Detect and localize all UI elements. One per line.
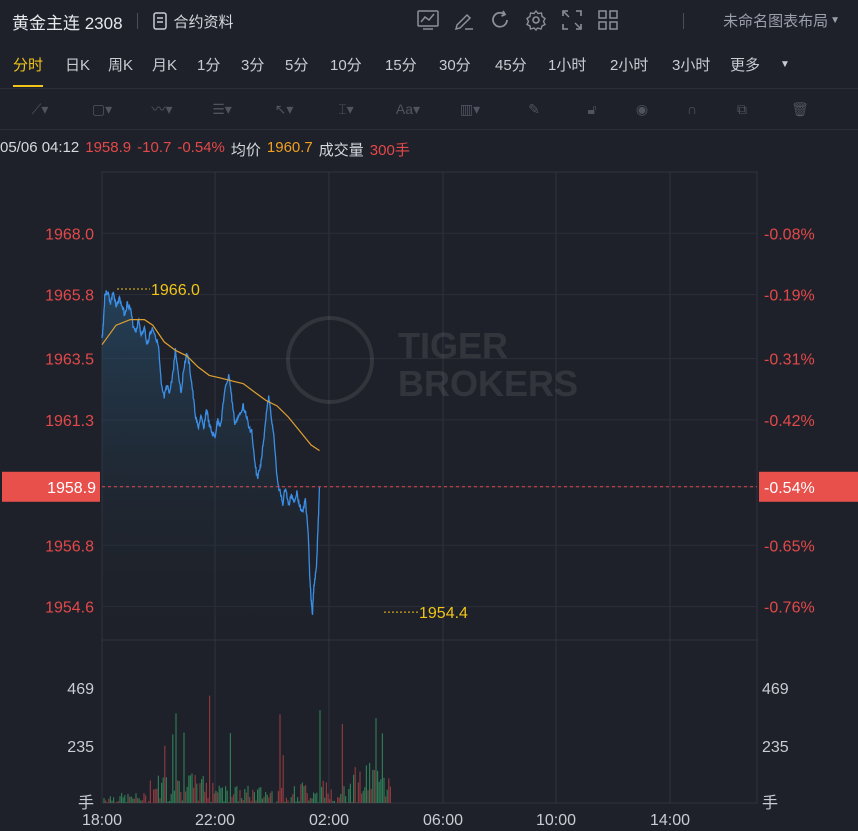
time-tick: 18:00 — [82, 812, 122, 829]
current-pct-badge — [759, 471, 858, 502]
avg-price-value: 1960.7 — [266, 139, 313, 156]
timeframe-30分[interactable]: 30分 — [439, 56, 471, 74]
edit-icon[interactable] — [452, 8, 476, 32]
document-icon — [152, 12, 167, 30]
fib-icon[interactable]: ☰▾ — [212, 100, 232, 117]
high-label: 1966.0 — [151, 282, 200, 299]
timeframe-3分[interactable]: 3分 — [241, 56, 265, 74]
magnet-icon[interactable]: ∩ — [686, 101, 698, 117]
pct-tick: -0.42% — [764, 413, 815, 430]
watermark-logo: TIGER BROKERS — [286, 316, 578, 404]
pct-tick: -0.65% — [764, 538, 815, 555]
timeframe-5分[interactable]: 5分 — [285, 56, 309, 74]
text-icon[interactable]: Aa▾ — [395, 100, 421, 117]
timeframe-3小时[interactable]: 3小时 — [672, 56, 711, 74]
time-tick: 06:00 — [423, 812, 463, 829]
divider — [683, 13, 684, 29]
chart-icon[interactable]: ▥▾ — [459, 100, 481, 117]
line-icon[interactable]: ⟋▾ — [31, 100, 49, 117]
chevron-down-icon: ▼ — [830, 15, 840, 26]
price-tick: 1963.5 — [45, 352, 94, 369]
price-tick: 1965.8 — [45, 288, 94, 305]
price-tick: 1968.0 — [45, 226, 94, 243]
avg-price-line — [101, 319, 320, 452]
low-label: 1954.4 — [419, 605, 468, 622]
contract-info-label: 合约资料 — [173, 13, 234, 31]
refresh-icon[interactable] — [488, 8, 512, 32]
rect-icon[interactable]: ▢▾ — [91, 100, 113, 117]
timeframe-分时[interactable]: 分时 — [5, 54, 51, 87]
top-bar: 黄金主连 2308 合约资料 未命名图表布局 ▼ — [0, 0, 858, 42]
measure-icon[interactable]: ⌶▾ — [338, 100, 354, 117]
grid-layout-icon[interactable] — [596, 8, 620, 32]
contract-info-button[interactable]: 合约资料 — [152, 11, 234, 32]
svg-text:TIGER: TIGER — [398, 325, 508, 366]
timeframe-更多[interactable]: 更多 — [730, 56, 761, 74]
time-tick: 10:00 — [536, 812, 576, 829]
price-area — [102, 290, 320, 640]
volume-tick: 235 — [67, 739, 94, 756]
trash-icon[interactable]: 🗑︎ — [791, 100, 809, 117]
layers-icon[interactable]: ⧉ — [737, 100, 747, 117]
volume-unit-left: 手 — [78, 794, 94, 812]
fullscreen-icon[interactable] — [560, 8, 584, 32]
price-tick: 1958.9 — [47, 480, 96, 497]
pct-tick: -0.31% — [764, 352, 815, 369]
pct-tick: -0.76% — [764, 600, 815, 617]
quote-change-pct: -0.54% — [177, 139, 225, 156]
pen-icon[interactable]: ✎ — [528, 100, 540, 117]
timeframe-1小时[interactable]: 1小时 — [548, 56, 587, 74]
arrow-icon[interactable]: ↖▾ — [274, 100, 294, 117]
lock-icon[interactable]: 🔓︎ — [587, 100, 597, 117]
volume-value: 300手 — [369, 142, 410, 159]
volume-label: 成交量 — [318, 142, 364, 159]
timeframe-15分[interactable]: 15分 — [385, 56, 417, 74]
layout-name: 未命名图表布局 — [723, 13, 829, 30]
timeframe-45分[interactable]: 45分 — [495, 56, 527, 74]
price-line — [101, 290, 321, 615]
pct-tick: -0.19% — [764, 288, 815, 305]
chevron-down-icon[interactable]: ▼ — [780, 58, 790, 70]
divider — [136, 13, 138, 29]
current-price-badge — [2, 471, 100, 502]
time-tick: 22:00 — [195, 812, 235, 829]
time-tick: 14:00 — [650, 812, 690, 829]
volume-tick-right: 235 — [762, 739, 789, 756]
volume-tick-right: 469 — [762, 681, 789, 698]
time-tick: 02:00 — [309, 812, 349, 829]
chart-toolbar — [416, 8, 620, 32]
settings-icon[interactable] — [524, 8, 548, 32]
svg-text:BROKERS: BROKERS — [398, 363, 578, 404]
avg-price-label: 均价 — [230, 142, 261, 159]
quote-datetime: 05/06 04:12 — [0, 139, 80, 156]
instrument-title[interactable]: 黄金主连 2308 — [12, 13, 123, 33]
volume-unit-right: 手 — [762, 794, 778, 812]
indicator-icon[interactable] — [416, 8, 440, 32]
timeframe-bar: 分时 日K 周K 月K 1分 3分 5分 10分 15分 30分 45分 1小时 2小时 3小时 更多 ▼ — [0, 42, 858, 87]
wave-icon[interactable]: 〰▾ — [151, 101, 173, 117]
quote-price: 1958.9 — [85, 139, 132, 156]
layout-selector[interactable]: 未命名图表布局 ▼ — [723, 10, 840, 31]
timeframe-2小时[interactable]: 2小时 — [610, 56, 649, 74]
timeframe-1分[interactable]: 1分 — [197, 56, 221, 74]
pct-tick: -0.54% — [764, 480, 815, 497]
eye-icon[interactable]: ◉ — [635, 100, 649, 117]
quote-info-line: 05/06 04:12 1958.9 -10.7 -0.54% 均价 1960.… — [0, 139, 410, 160]
quote-change: -10.7 — [137, 139, 172, 156]
pct-tick: -0.08% — [764, 226, 815, 243]
price-tick: 1956.8 — [45, 538, 94, 555]
timeframe-10分[interactable]: 10分 — [330, 56, 362, 74]
timeframe-月K[interactable]: 月K — [152, 56, 178, 74]
volume-tick: 469 — [67, 681, 94, 698]
timeframe-周K[interactable]: 周K — [108, 56, 134, 74]
price-tick: 1954.6 — [45, 600, 94, 617]
timeframe-日K[interactable]: 日K — [65, 56, 91, 74]
price-tick: 1961.3 — [45, 413, 94, 430]
price-chart[interactable]: TIGER BROKERS 1966.0 1954.4 1968.0 1965.8 1… — [0, 160, 858, 831]
drawing-toolbar: ⟋▾ ▢▾ 〰▾ ☰▾ ↖▾ ⌶▾ Aa▾ ▥▾ ✎ 🔓︎ ◉ ∩ ⧉ 🗑︎ — [0, 88, 858, 130]
